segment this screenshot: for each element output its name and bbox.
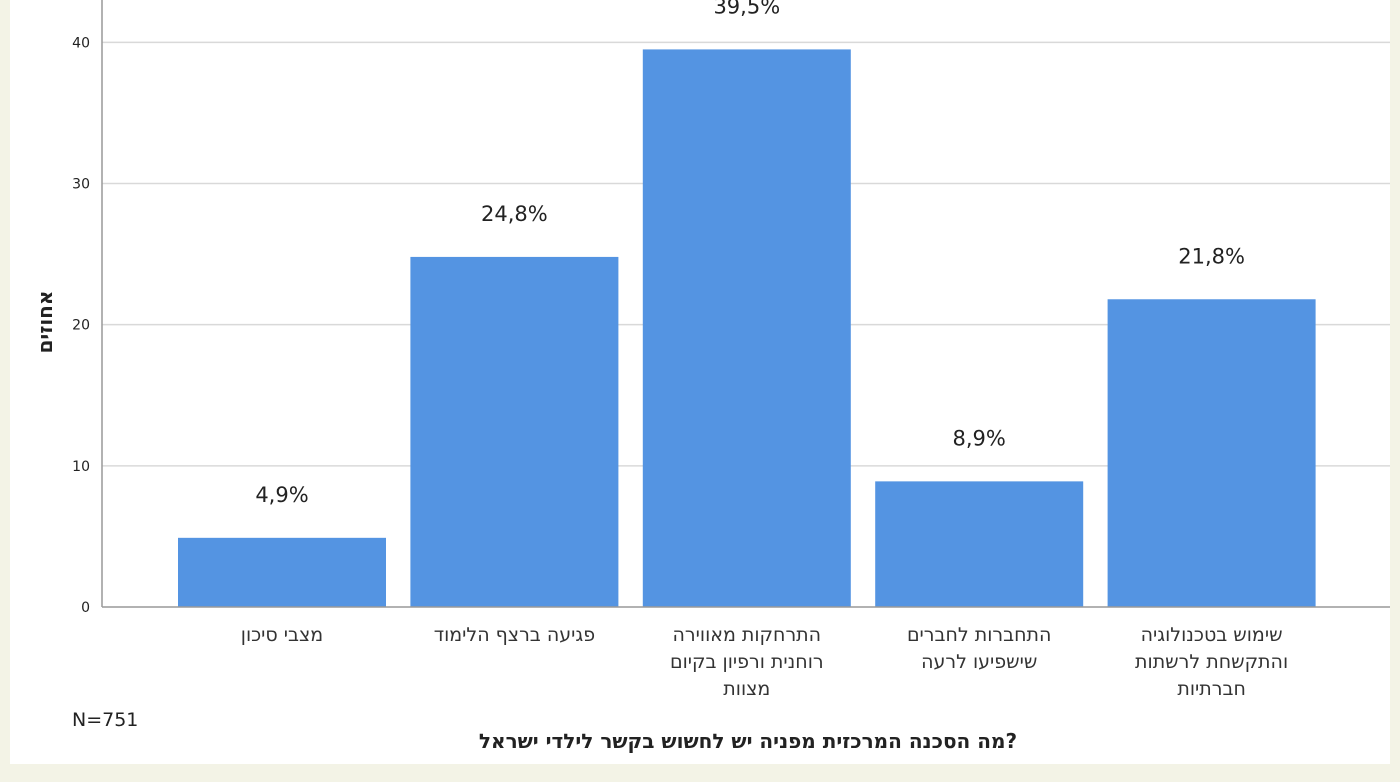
x-category-label: מצוות xyxy=(723,678,770,700)
x-category-label: רוחנית ורפיון בקיום xyxy=(670,651,824,673)
x-category-label: התחברות לחברים xyxy=(907,624,1052,646)
data-label: 4,9% xyxy=(255,483,308,507)
data-label: 24,8% xyxy=(481,202,548,226)
bars xyxy=(178,49,1316,607)
data-labels: 4,9% 24,8% 39,5% 8,9% 21,8% xyxy=(255,0,1245,507)
data-label: 8,9% xyxy=(953,426,1006,450)
x-axis-categories: מצבי סיכון פגיעה ברצף הלימוד התרחקות מאווי… xyxy=(241,624,1288,700)
data-label: 39,5% xyxy=(713,0,780,18)
bar xyxy=(875,481,1084,607)
x-axis-title: מה הסכנה המרכזית מפניה יש לחשוש בקשר ליל… xyxy=(479,729,1017,753)
bar xyxy=(178,537,386,607)
x-category-label: שימוש בטכנולוגיה xyxy=(1141,624,1283,646)
bar xyxy=(1107,299,1316,607)
x-category-label: פגיעה ברצף הלימוד xyxy=(434,624,595,646)
x-category-label: והתקשחת לרשתות xyxy=(1135,651,1288,673)
x-category-label: חברתיות xyxy=(1177,678,1246,700)
chart-panel: 0 10 20 30 40 4,9% 24,8% 39,5% 8,9% 21,8% מצבי ס… xyxy=(10,0,1390,764)
y-tick-label: 20 xyxy=(72,318,90,334)
bar-chart: 0 10 20 30 40 4,9% 24,8% 39,5% 8,9% 21,8% מצבי ס… xyxy=(33,0,1390,753)
data-label: 21,8% xyxy=(1178,244,1245,268)
y-tick-label: 10 xyxy=(72,459,90,475)
y-axis-title: אחוזים xyxy=(33,291,57,354)
sample-size-note: N=751 xyxy=(72,709,138,731)
bar xyxy=(410,256,619,607)
y-tick-label: 40 xyxy=(72,35,90,51)
x-category-label: התרחקות מאווירה xyxy=(673,624,822,646)
x-category-label: מצבי סיכון xyxy=(241,624,323,646)
y-tick-label: 30 xyxy=(72,177,90,193)
bar xyxy=(642,49,851,607)
y-tick-label: 0 xyxy=(81,600,90,616)
x-category-label: שישפיעו לרעה xyxy=(921,651,1037,673)
y-axis-ticks: 0 10 20 30 40 xyxy=(72,35,90,616)
